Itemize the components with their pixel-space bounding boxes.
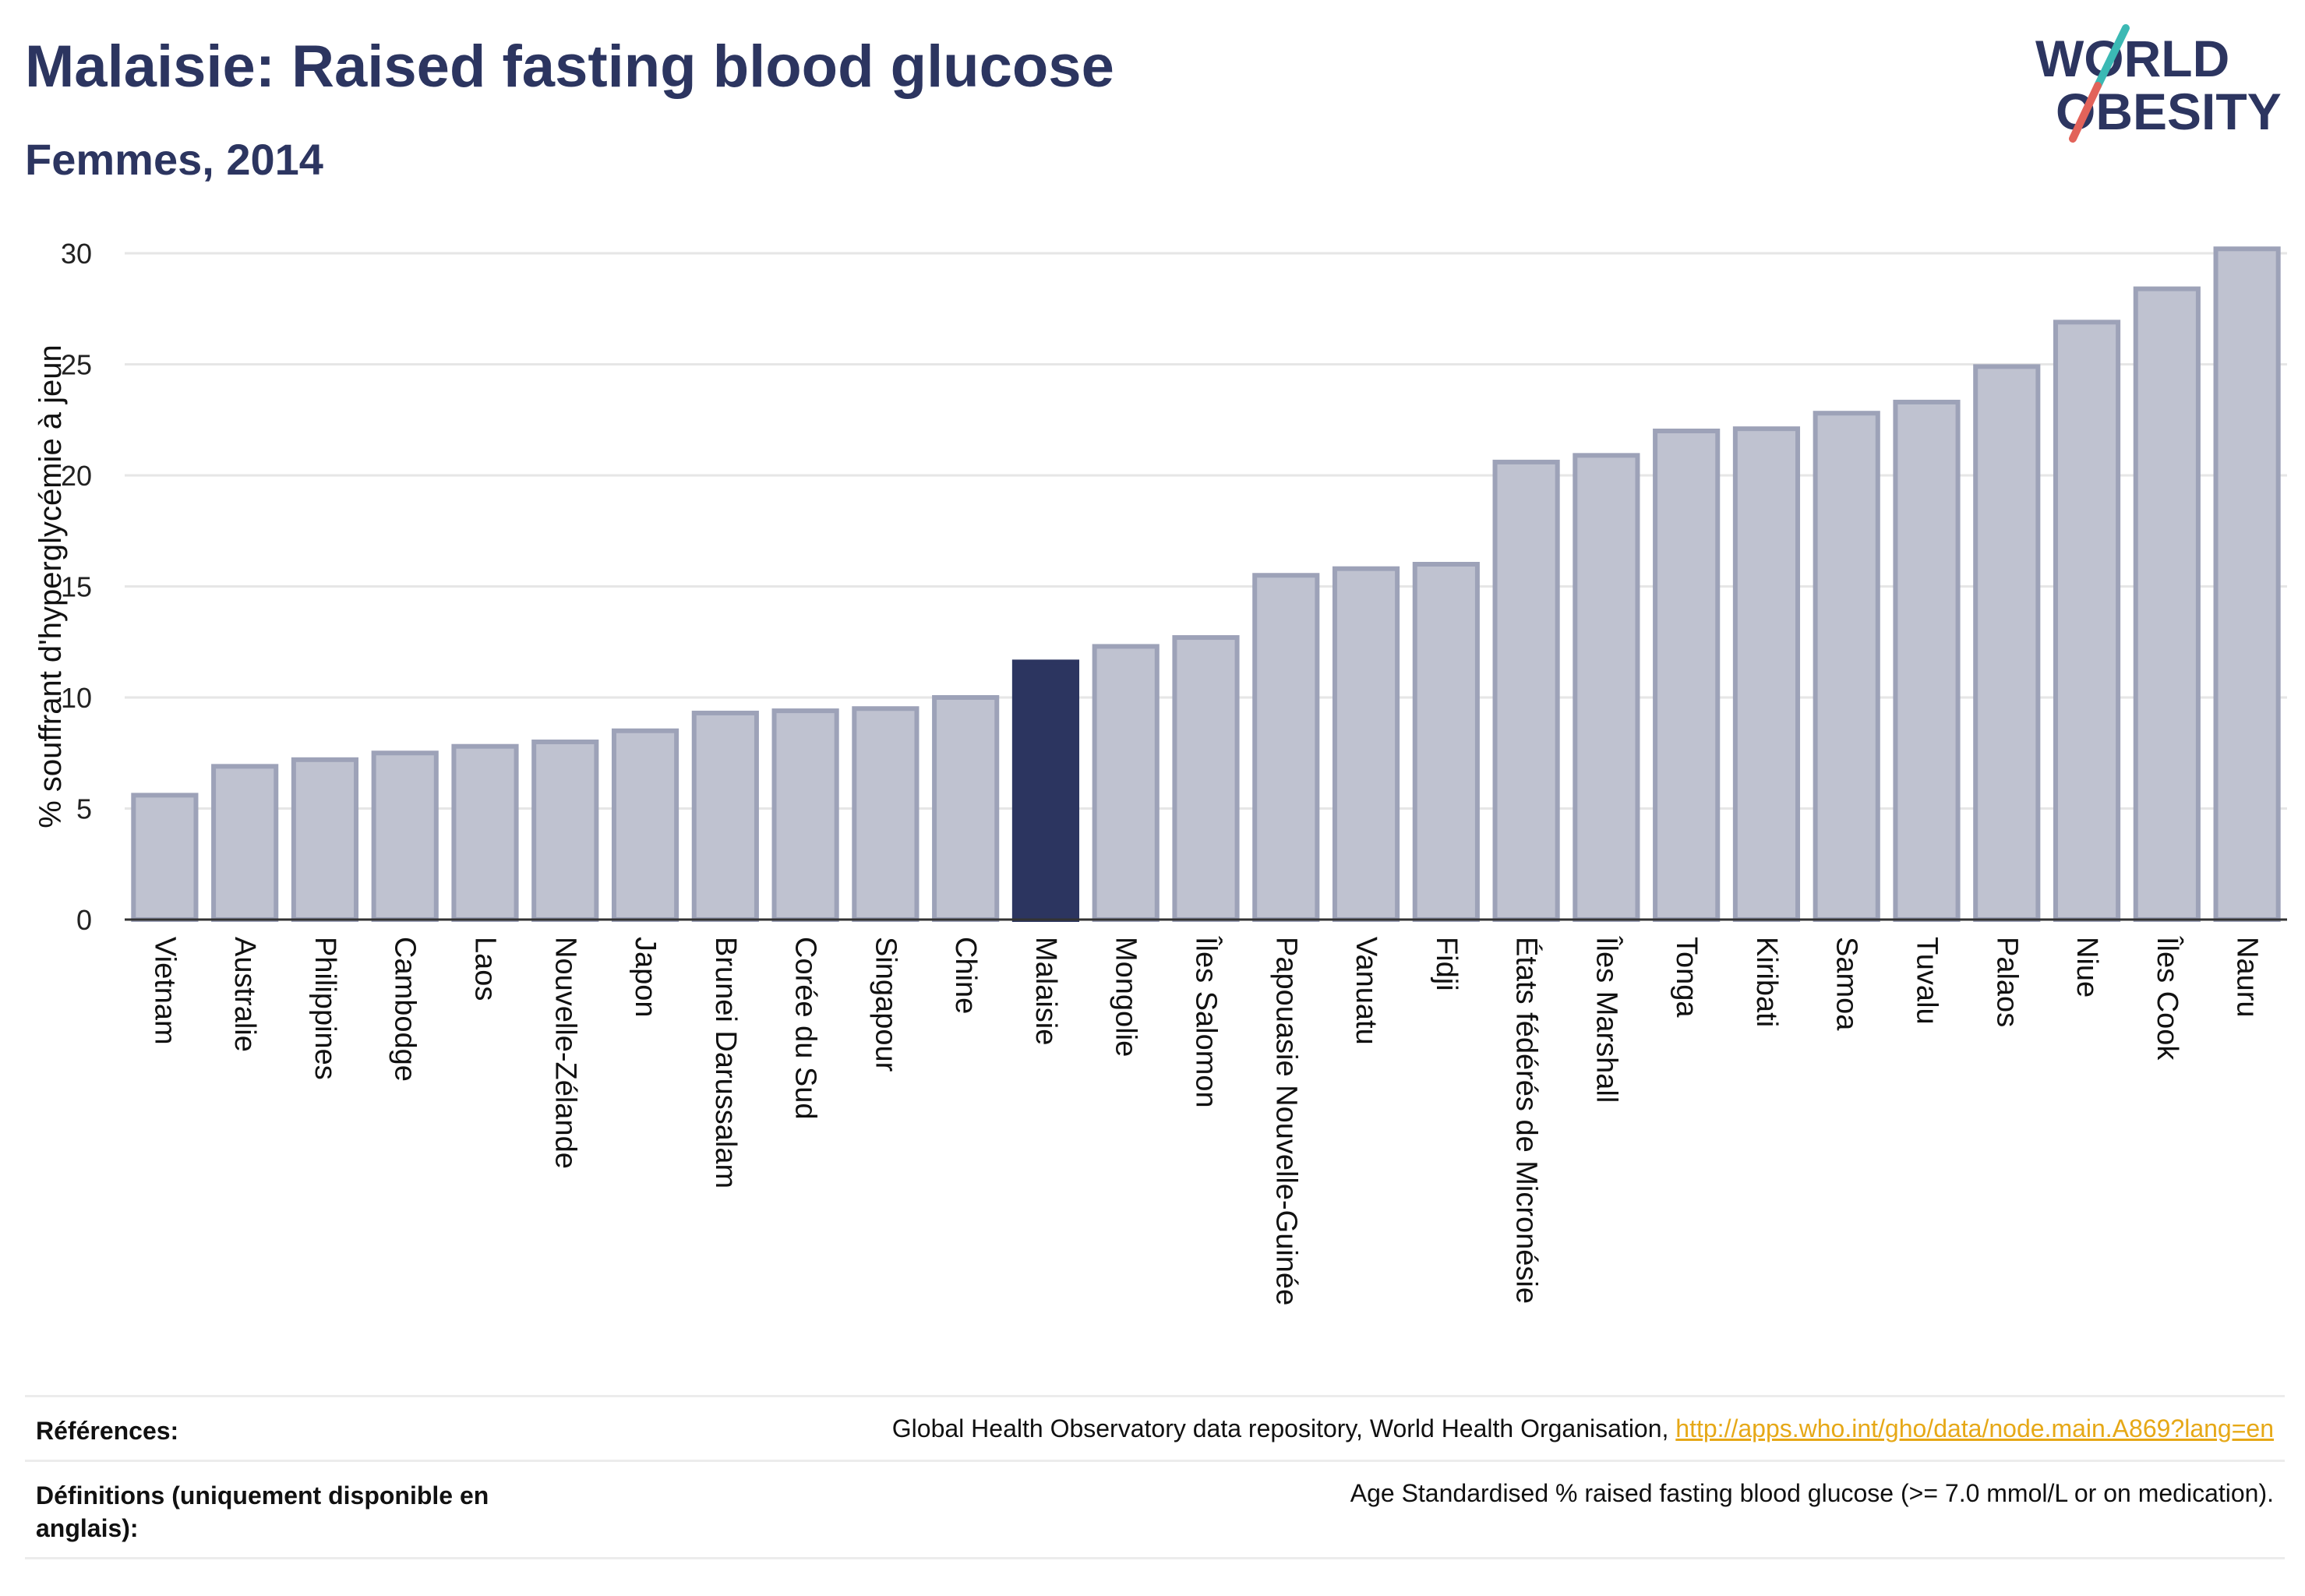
x-tick-label: Philippines	[309, 937, 341, 1080]
bars	[131, 246, 2281, 923]
bar-niue[interactable]	[2053, 320, 2121, 923]
bar-cor-e-du-sud[interactable]	[771, 708, 839, 922]
x-tick-label: Corée du Sud	[789, 937, 822, 1120]
x-tick-label: Tonga	[1670, 937, 1703, 1018]
y-tick-label: 0	[76, 904, 92, 936]
x-tick-label: Vietnam	[148, 937, 181, 1045]
x-tick-label: Fidji	[1430, 937, 1463, 991]
logo-slash-red	[2069, 82, 2102, 143]
y-tick-label: 5	[76, 793, 92, 825]
x-tick-label: Nauru	[2231, 937, 2264, 1018]
x-tick-label: États fédérés de Micronésie	[1510, 937, 1544, 1304]
bar-cambodge[interactable]	[371, 750, 439, 922]
y-tick-label: 15	[61, 571, 92, 603]
bar-fidji[interactable]	[1412, 562, 1480, 922]
footer-divider-middle	[25, 1460, 2285, 1462]
y-tick-labels: 0 5 10 15 20 25 30	[61, 238, 92, 936]
definitions-label: Définitions (uniquement disponible en an…	[36, 1481, 489, 1542]
references-link[interactable]: http://apps.who.int/gho/data/node.main.A…	[1675, 1414, 2274, 1442]
bar--les-salomon[interactable]	[1172, 635, 1240, 922]
bar-vietnam[interactable]	[131, 793, 199, 923]
bar-papouasie-nouvelle-guin-e[interactable]	[1252, 573, 1320, 922]
bar-brunei-darussalam[interactable]	[691, 710, 759, 922]
bar--les-marshall[interactable]	[1573, 453, 1640, 922]
footer-divider-top	[25, 1395, 2285, 1397]
bar-samoa[interactable]	[1813, 411, 1880, 922]
bar-tonga[interactable]	[1653, 429, 1721, 922]
bar--les-cook[interactable]	[2133, 286, 2201, 923]
bar-vanuatu[interactable]	[1332, 566, 1400, 922]
x-tick-label: Vanuatu	[1350, 937, 1382, 1045]
x-tick-label: Palaos	[1990, 937, 2023, 1027]
x-tick-label: Îles Cook	[2151, 936, 2184, 1061]
bar-australie[interactable]	[211, 764, 279, 922]
logo-slash-teal	[2094, 24, 2130, 90]
chart-subtitle: Femmes, 2014	[25, 135, 323, 184]
y-tick-label: 25	[61, 349, 92, 381]
x-tick-label: Îles Salomon	[1190, 936, 1223, 1108]
bar-mongolie[interactable]	[1092, 644, 1160, 922]
world-obesity-logo: WORLD OBESITY	[2035, 24, 2282, 143]
y-tick-label: 30	[61, 238, 92, 270]
x-tick-label: Brunei Darussalam	[709, 937, 742, 1188]
bar-nauru[interactable]	[2213, 246, 2281, 922]
references-text: Global Health Observatory data repositor…	[892, 1414, 2274, 1443]
references-source: Global Health Observatory data repositor…	[891, 1414, 1676, 1442]
x-tick-label: Mongolie	[1110, 937, 1142, 1057]
x-tick-label: Nouvelle-Zélande	[549, 937, 581, 1169]
x-tick-label: Cambodge	[389, 937, 422, 1082]
x-tick-label: Japon	[629, 937, 662, 1018]
bar-kiribati[interactable]	[1732, 426, 1801, 922]
y-tick-label: 10	[61, 682, 92, 714]
bar--tats-f-d-r-s-de-micron-sie[interactable]	[1492, 459, 1560, 922]
bar-laos[interactable]	[451, 743, 519, 923]
bar-chart: 0 5 10 15 20 25 30 Vietnam Australie Philippines…	[34, 238, 2287, 1305]
x-tick-label: Chine	[949, 937, 982, 1014]
bar-malaisie[interactable]	[1011, 659, 1080, 923]
bar-chine[interactable]	[932, 695, 1000, 922]
chart-title: Malaisie: Raised fasting blood glucose	[25, 34, 1114, 100]
x-tick-label: Îles Marshall	[1590, 936, 1623, 1103]
x-tick-label: Malaisie	[1029, 937, 1062, 1045]
logo-word-world: WORLD	[2035, 30, 2229, 87]
bar-singapour[interactable]	[852, 706, 920, 922]
x-tick-label: Laos	[469, 937, 502, 1001]
definitions-text: Age Standardised % raised fasting blood …	[1350, 1479, 2274, 1507]
x-tick-label: Australie	[228, 937, 261, 1052]
x-tick-label: Tuvalu	[1911, 937, 1943, 1025]
x-tick-label: Singapour	[869, 937, 902, 1072]
bar-palaos[interactable]	[1973, 364, 2041, 923]
x-tick-label: Niue	[2070, 937, 2103, 998]
x-tick-label: Samoa	[1830, 937, 1863, 1031]
x-tick-labels: Vietnam Australie Philippines Cambodge Laos N…	[148, 936, 2263, 1305]
bar-japon[interactable]	[611, 728, 679, 922]
x-tick-label: Kiribati	[1750, 937, 1783, 1027]
footer-divider-bottom	[25, 1557, 2285, 1559]
y-axis-label: % souffrant d'hyperglycémie à jeun	[34, 344, 68, 828]
x-tick-label: Papouasie Nouvelle-Guinée	[1269, 937, 1302, 1305]
references-label: Références:	[36, 1417, 179, 1445]
bar-tuvalu[interactable]	[1893, 399, 1961, 922]
bar-nouvelle-z-lande[interactable]	[531, 740, 599, 922]
y-tick-label: 20	[61, 460, 92, 492]
bar-philippines[interactable]	[291, 757, 359, 922]
